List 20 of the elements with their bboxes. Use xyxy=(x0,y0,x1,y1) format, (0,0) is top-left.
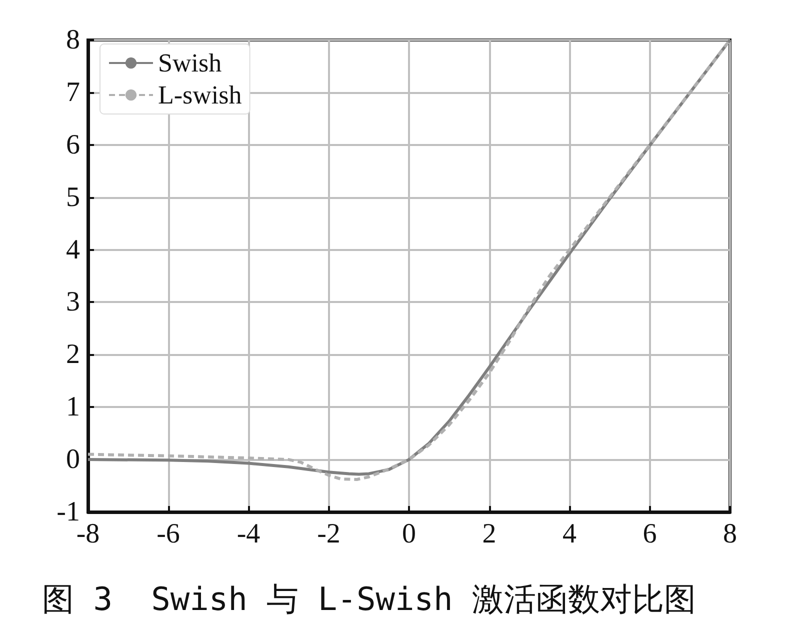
y-tick-label: 8 xyxy=(66,24,80,56)
x-tick-label: -6 xyxy=(156,518,180,550)
y-tick-label: 1 xyxy=(66,392,80,423)
legend-label: L-swish xyxy=(158,80,242,110)
x-tick-label: -4 xyxy=(236,518,260,550)
x-tick-label: 4 xyxy=(562,518,576,550)
y-tick-label: 6 xyxy=(66,129,80,160)
y-tick-label: 7 xyxy=(66,76,80,108)
y-tick-label: 3 xyxy=(66,286,80,318)
caption: 图 3 Swish 与 L-Swish 激活函数对比图 xyxy=(42,580,696,618)
x-tick-label: 6 xyxy=(642,518,657,550)
legend-label: Swish xyxy=(158,48,222,78)
x-tick-label: -2 xyxy=(317,518,340,550)
x-tick-label: 2 xyxy=(482,518,496,550)
y-tick-label: 2 xyxy=(66,339,80,370)
y-tick-label: 0 xyxy=(66,444,80,476)
x-tick-label: 8 xyxy=(723,518,737,550)
x-tick-label: 0 xyxy=(402,518,416,550)
y-tick-label: 4 xyxy=(66,234,80,266)
y-tick-label: 5 xyxy=(66,182,80,213)
